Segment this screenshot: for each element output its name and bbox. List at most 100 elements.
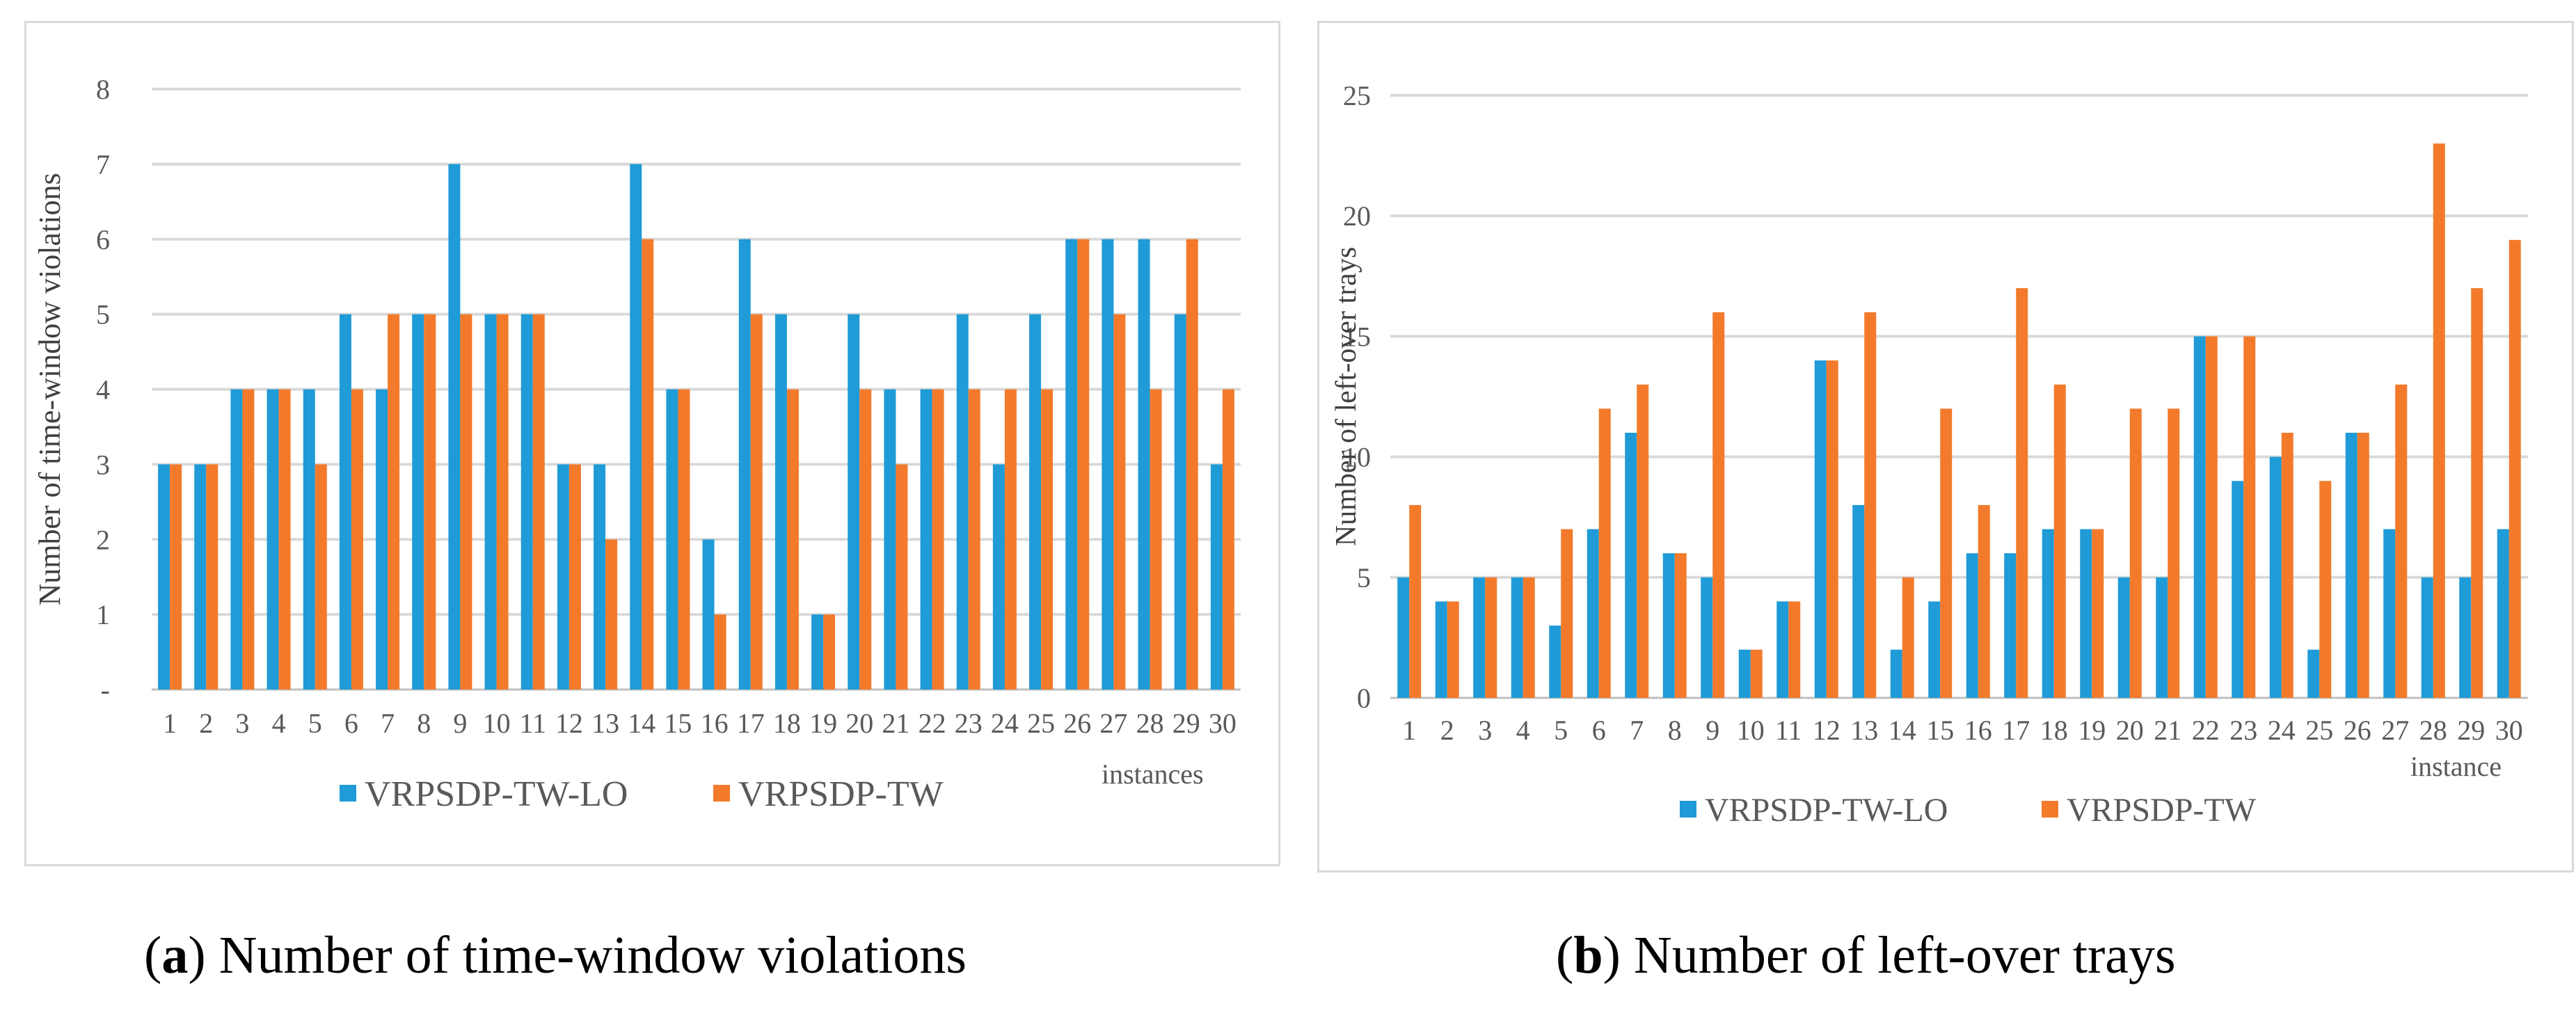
- x-tick-label: 13: [591, 708, 619, 739]
- bar-vrpsdp-tw: [388, 314, 400, 690]
- caption-b-open: (: [1556, 926, 1574, 985]
- bar-vrpsdp-tw: [2129, 408, 2142, 698]
- x-tick-label: 15: [1926, 715, 1954, 746]
- y-tick-label: 15: [1343, 321, 1371, 352]
- bar-vrpsdp-tw-lo: [1701, 577, 1713, 698]
- bar-vrpsdp-tw: [496, 314, 509, 690]
- x-tick-label: 27: [2381, 715, 2409, 746]
- bar-vrpsdp-tw: [1222, 389, 1234, 690]
- x-tick-label: 3: [235, 708, 249, 739]
- bar-vrpsdp-tw: [896, 464, 908, 690]
- bar-vrpsdp-tw-lo: [267, 389, 279, 690]
- bar-vrpsdp-tw: [2053, 384, 2066, 698]
- bar-vrpsdp-tw-lo: [2421, 577, 2433, 698]
- x-tick-label: 22: [2192, 715, 2220, 746]
- x-tick-label: 23: [2229, 715, 2257, 746]
- bar-vrpsdp-tw-lo: [2269, 456, 2282, 698]
- bar-vrpsdp-tw: [1674, 553, 1687, 698]
- bar-vrpsdp-tw-lo: [2383, 529, 2396, 698]
- bar-vrpsdp-tw-lo: [557, 464, 569, 690]
- x-tick-label: 1: [1402, 715, 1416, 746]
- bar-vrpsdp-tw-lo: [1587, 529, 1599, 698]
- bar-vrpsdp-tw: [206, 464, 218, 690]
- bar-vrpsdp-tw: [1788, 601, 1801, 698]
- bar-vrpsdp-tw-lo: [2459, 577, 2472, 698]
- x-tick-label: 18: [773, 708, 801, 739]
- bar-vrpsdp-tw-lo: [1435, 601, 1447, 698]
- bar-vrpsdp-tw-lo: [1511, 577, 1523, 698]
- x-tick-label: 17: [737, 708, 765, 739]
- x-tick-label: 2: [199, 708, 213, 739]
- x-tick-label: 29: [2457, 715, 2485, 746]
- bar-vrpsdp-tw-lo: [520, 314, 533, 690]
- bar-vrpsdp-tw: [1485, 577, 1497, 698]
- x-tick-label: 19: [809, 708, 837, 739]
- chart-panel-b: 0 5 10 15 20 25 1 2 3 4 5 6 7 8 9 10 11 12 13 14 15 16 17 18 19 2…: [1317, 21, 2574, 872]
- x-tick-label: 4: [272, 708, 286, 739]
- bar-vrpsdp-tw: [823, 614, 836, 690]
- bar-vrpsdp-tw-lo: [2307, 649, 2320, 698]
- bar-vrpsdp-tw-lo: [2080, 529, 2092, 698]
- bar-vrpsdp-tw: [786, 389, 799, 690]
- caption-a-text: ) Number of time-window violations: [188, 926, 967, 985]
- x-tick-label: 15: [664, 708, 692, 739]
- bar-vrpsdp-tw: [1902, 577, 1914, 698]
- y-tick-label: 8: [96, 74, 110, 105]
- bar-vrpsdp-tw-lo: [1397, 577, 1410, 698]
- bar-vrpsdp-tw: [1598, 408, 1611, 698]
- bar-vrpsdp-tw: [1940, 408, 1953, 698]
- x-tick-label: 7: [1630, 715, 1644, 746]
- bar-vrpsdp-tw-lo: [2042, 529, 2054, 698]
- bar-vrpsdp-tw-lo: [2193, 336, 2206, 698]
- bar-vrpsdp-tw-lo: [1662, 553, 1675, 698]
- x-tick-label: 18: [2040, 715, 2068, 746]
- caption-a-letter: a: [161, 926, 189, 985]
- bar-vrpsdp-tw-lo: [484, 314, 497, 690]
- y-tick-label: 2: [96, 524, 110, 555]
- x-tick-label: 9: [453, 708, 467, 739]
- bar-vrpsdp-tw: [750, 314, 763, 690]
- chart-panel-a: -1 2 3 4 5 6 7 8 1 2 3 4 5 6 7 8 9 10 11 12 13 14 15 16 17 18 19 20…: [24, 21, 1280, 866]
- bar-vrpsdp-tw: [1561, 529, 1573, 698]
- y-tick-label: 6: [96, 224, 110, 255]
- bar-vrpsdp-tw: [1522, 577, 1535, 698]
- bar-vrpsdp-tw: [2509, 239, 2521, 699]
- bar-vrpsdp-tw-lo: [848, 314, 860, 690]
- x-tick-label: 20: [845, 708, 873, 739]
- x-tick-label: 30: [1209, 708, 1237, 739]
- bar-vrpsdp-tw: [1826, 360, 1838, 698]
- bar-vrpsdp-tw-lo: [448, 164, 461, 690]
- bar-vrpsdp-tw-lo: [811, 614, 824, 690]
- bar-vrpsdp-tw: [1041, 389, 1054, 690]
- y-axis-title: Number of left-over trays: [1330, 247, 1362, 546]
- bar-vrpsdp-tw: [170, 464, 182, 690]
- bar-vrpsdp-tw: [1864, 312, 1877, 698]
- x-tick-label: 4: [1516, 715, 1530, 746]
- bar-vrpsdp-tw: [460, 314, 472, 690]
- x-tick-label: 21: [882, 708, 909, 739]
- bar-vrpsdp-tw: [315, 464, 327, 690]
- bar-vrpsdp-tw-lo: [303, 389, 315, 690]
- bar-vrpsdp-tw-lo: [666, 389, 678, 690]
- legend-swatch-vrpsdp-tw: [713, 785, 730, 802]
- y-tick-label: 5: [1357, 562, 1371, 593]
- caption-b-text: ) Number of left-over trays: [1603, 926, 2176, 985]
- x-tick-label: 5: [308, 708, 322, 739]
- bar-vrpsdp-tw: [1186, 239, 1198, 690]
- bar-vrpsdp-tw-lo: [230, 389, 243, 690]
- x-tick-label: 28: [2419, 715, 2447, 746]
- legend-swatch-vrpsdp-tw-lo: [1680, 801, 1696, 818]
- bar-vrpsdp-tw: [2205, 336, 2218, 698]
- x-tick-label: 10: [1737, 715, 1765, 746]
- legend-label-vrpsdp-tw-lo: VRPSDP-TW-LO: [1705, 792, 1948, 829]
- bar-vrpsdp-tw: [859, 389, 872, 690]
- x-tick-label: 2: [1440, 715, 1454, 746]
- legend-swatch-vrpsdp-tw: [2042, 801, 2058, 818]
- x-tick-label: 24: [2268, 715, 2296, 746]
- bar-vrpsdp-tw: [1409, 504, 1422, 698]
- y-axis-title: Number of time-window violations: [33, 173, 67, 605]
- bar-vrpsdp-tw-lo: [1029, 314, 1042, 690]
- bar-vrpsdp-tw-lo: [1102, 239, 1114, 690]
- legend-label-vrpsdp-tw-lo: VRPSDP-TW-LO: [365, 774, 628, 814]
